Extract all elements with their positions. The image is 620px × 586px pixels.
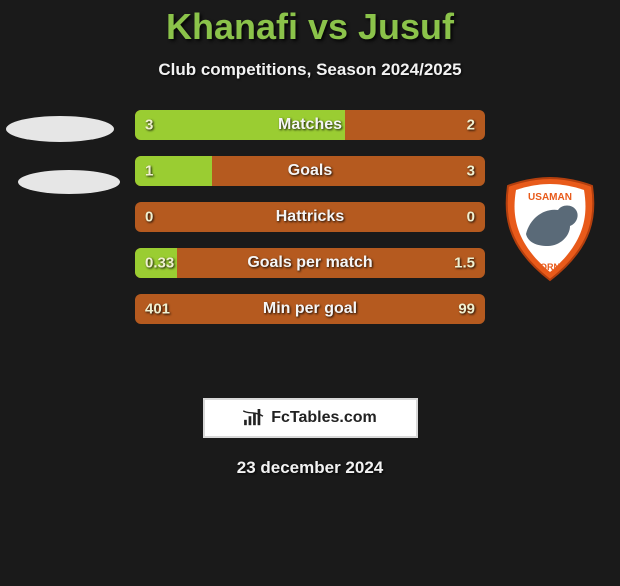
stat-label: Goals per match [135,254,485,272]
stat-row-goals-per-match: 0.33Goals per match1.5 [135,248,485,278]
stat-label: Hattricks [135,208,485,226]
stat-value-right: 0 [467,209,475,226]
stat-value-right: 1.5 [454,255,475,272]
stat-row-min-per-goal: 401Min per goal99 [135,294,485,324]
team-logo-right: USAMAN ORN [500,174,600,284]
stat-label: Min per goal [135,300,485,318]
stat-row-goals: 1Goals3 [135,156,485,186]
team-oval-left-1 [18,170,120,194]
brand-text: FcTables.com [271,409,377,427]
stat-value-right: 3 [467,163,475,180]
page-title: Khanafi vs Jusuf [0,6,620,48]
stat-value-right: 2 [467,117,475,134]
brand-badge: FcTables.com [203,398,418,438]
svg-text:ORN: ORN [540,262,560,272]
stat-label: Matches [135,116,485,134]
subtitle: Club competitions, Season 2024/2025 [0,60,620,80]
team-oval-left-0 [6,116,114,142]
stat-label: Goals [135,162,485,180]
stat-value-right: 99 [458,301,475,318]
stat-bars: 3Matches21Goals30Hattricks00.33Goals per… [135,110,485,340]
svg-text:USAMAN: USAMAN [528,192,572,203]
comparison-chart: USAMAN ORN 3Matches21Goals30Hattricks00.… [0,110,620,370]
stat-row-matches: 3Matches2 [135,110,485,140]
bar-chart-icon [243,409,265,427]
stat-row-hattricks: 0Hattricks0 [135,202,485,232]
footer-date: 23 december 2024 [0,458,620,478]
